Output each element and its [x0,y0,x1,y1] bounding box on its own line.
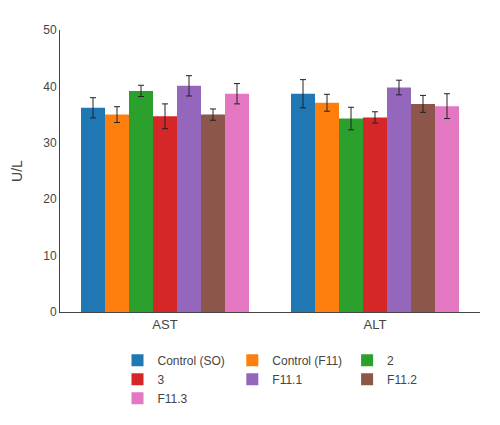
svg-text:40: 40 [43,80,57,94]
svg-text:3: 3 [158,373,165,387]
svg-text:Control (F11): Control (F11) [272,354,342,368]
svg-text:F11.1: F11.1 [272,373,302,387]
svg-text:10: 10 [43,249,57,263]
svg-text:20: 20 [43,192,57,206]
svg-text:AST: AST [152,317,177,332]
svg-text:F11.2: F11.2 [387,373,417,387]
svg-text:2: 2 [387,354,394,368]
svg-text:ALT: ALT [364,317,387,332]
svg-text:0: 0 [50,305,57,319]
svg-text:Control (SO): Control (SO) [158,354,225,368]
svg-text:30: 30 [43,136,57,150]
svg-text:F11.3: F11.3 [158,392,188,406]
svg-text:U/L: U/L [9,160,25,182]
svg-text:50: 50 [43,23,57,37]
